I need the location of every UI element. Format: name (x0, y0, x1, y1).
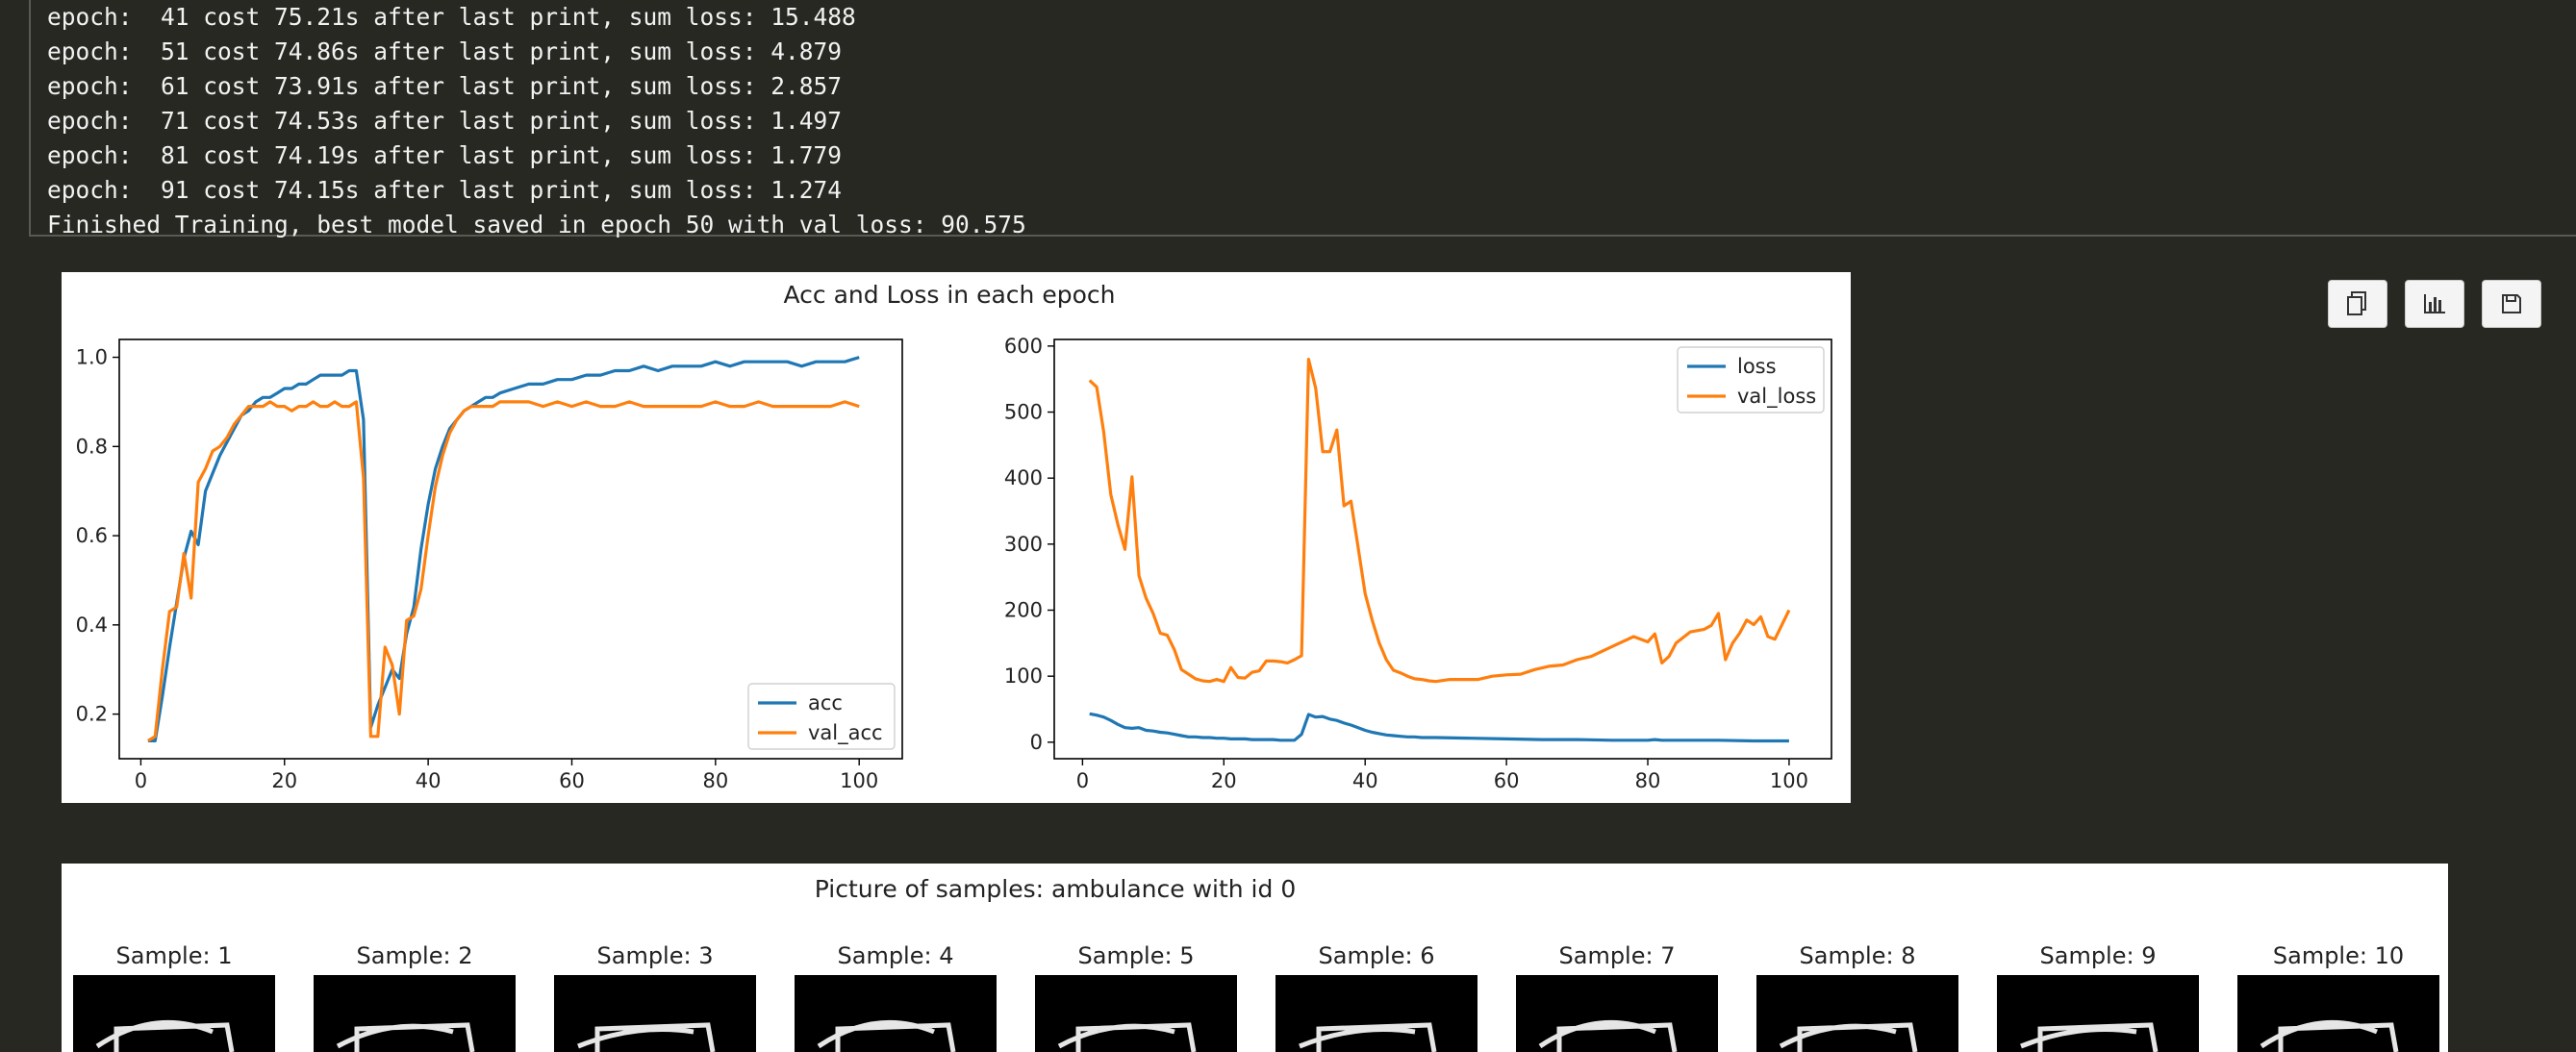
sample-image (1275, 975, 1477, 1052)
sample-sketch (2020, 1022, 2159, 1052)
sample-sketch (1299, 1022, 1437, 1052)
x-tick-label: 60 (1494, 769, 1520, 792)
chart-button[interactable] (2405, 280, 2464, 328)
legend: loss val_loss (1677, 346, 1825, 413)
samples-row: Sample: 1 Sample: 2 Sample: 3 Sample: 4 Samp… (73, 942, 2439, 1052)
sample-label: Sample: 1 (116, 942, 233, 969)
sample-label: Sample: 5 (1078, 942, 1195, 969)
series-line-loss (1089, 712, 1789, 743)
sample-sketch (2260, 1019, 2399, 1052)
console-line: epoch: 51 cost 74.86s after last print, … (47, 38, 843, 65)
copy-button[interactable] (2328, 280, 2387, 328)
console-line: Finished Training, best model saved in e… (47, 211, 1026, 238)
sample-sketch (577, 1022, 716, 1052)
sample-label: Sample: 4 (838, 942, 954, 969)
y-tick-label: 0 (1030, 731, 1043, 754)
y-tick-label: 200 (1004, 599, 1043, 622)
y-tick-label: 0.2 (76, 703, 108, 726)
x-tick-label: 100 (1770, 769, 1808, 792)
axes-frame (118, 338, 903, 760)
x-tick-label: 40 (416, 769, 442, 792)
y-tick-label: 0.6 (76, 524, 108, 547)
x-tick-label: 20 (271, 769, 297, 792)
x-tick-label: 40 (1352, 769, 1378, 792)
sample-label: Sample: 8 (1800, 942, 1916, 969)
y-tick-label: 100 (1004, 664, 1043, 688)
sample-label: Sample: 7 (1559, 942, 1676, 969)
sample-sketch (1057, 1022, 1197, 1052)
sample-label: Sample: 3 (597, 942, 714, 969)
samples-figure: Picture of samples: ambulance with id 0 … (62, 864, 2448, 1052)
legend-label: loss (1737, 355, 1777, 378)
copy-icon (2347, 291, 2366, 315)
sample-label: Sample: 9 (2040, 942, 2157, 969)
x-tick-label: 0 (135, 769, 147, 792)
sample-sketch (336, 1022, 475, 1052)
save-icon (2502, 294, 2521, 313)
x-tick-label: 80 (1635, 769, 1661, 792)
x-tick-label: 100 (840, 769, 878, 792)
y-tick-label: 0.8 (76, 435, 108, 458)
output-console: epoch: 41 cost 75.21s after last print, … (29, 0, 2576, 238)
legend-label: val_acc (808, 721, 883, 745)
accuracy-chart: 0 20 40 60 80 100 0.2 0.4 0.6 0.8 1.0 acc val_acc (76, 338, 903, 792)
legend-label: val_loss (1737, 385, 1816, 409)
chart-icon (2424, 294, 2445, 313)
series-line-acc (147, 356, 860, 742)
x-tick-label: 20 (1211, 769, 1237, 792)
series-line-val_loss (1088, 357, 1791, 684)
console-line: epoch: 61 cost 73.91s after last print, … (47, 72, 843, 100)
axes-frame (1053, 338, 1832, 760)
console-line: epoch: 71 cost 74.53s after last print, … (47, 107, 843, 135)
sample-sketch (1538, 1019, 1678, 1052)
sample-sketch (1779, 1022, 1918, 1052)
legend-label: acc (808, 691, 843, 714)
loss-chart: 0 20 40 60 80 100 0 100 200 300 400 500 600 loss val_l… (1004, 335, 1832, 792)
y-tick-label: 300 (1004, 533, 1043, 556)
sample-sketch (817, 1019, 956, 1052)
legend: acc val_acc (747, 683, 896, 750)
y-tick-label: 600 (1004, 335, 1043, 358)
acc-loss-figure: Acc and Loss in each epoch 0 20 40 60 80 100 0… (62, 272, 1851, 803)
sample-label: Sample: 6 (1319, 942, 1435, 969)
y-tick-label: 500 (1004, 401, 1043, 424)
y-tick-label: 1.0 (76, 346, 108, 369)
sample-image (1997, 975, 2199, 1052)
figure-title: Acc and Loss in each epoch (784, 281, 1116, 309)
console-line: epoch: 81 cost 74.19s after last print, … (47, 141, 843, 169)
sample-image (554, 975, 756, 1052)
sample-label: Sample: 10 (2273, 942, 2404, 969)
sample-sketch (95, 1019, 235, 1052)
console-line: epoch: 41 cost 75.21s after last print, … (47, 3, 856, 31)
console-line: epoch: 91 cost 74.15s after last print, … (47, 176, 843, 204)
y-tick-label: 400 (1004, 466, 1043, 489)
samples-title: Picture of samples: ambulance with id 0 (815, 875, 1296, 903)
acc-loss-figure-svg: Acc and Loss in each epoch 0 20 40 60 80 1000… (76, 281, 1832, 792)
x-tick-label: 0 (1076, 769, 1089, 792)
save-button[interactable] (2482, 280, 2541, 328)
sample-label: Sample: 2 (357, 942, 473, 969)
y-tick-label: 0.4 (76, 614, 108, 637)
x-tick-label: 80 (702, 769, 728, 792)
x-tick-label: 60 (559, 769, 585, 792)
samples-figure-svg: Picture of samples: ambulance with id 0 … (73, 875, 2439, 1052)
series-line-val_acc (147, 400, 860, 742)
